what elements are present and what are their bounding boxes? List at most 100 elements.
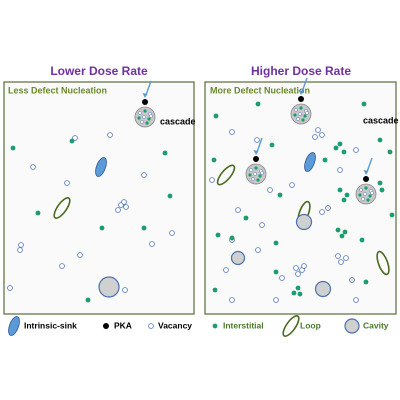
- vacancy: [325, 205, 331, 211]
- interstitial: [212, 287, 218, 293]
- cascade-defect: [253, 172, 257, 176]
- cascade-defect: [254, 166, 258, 170]
- vacancy: [293, 265, 299, 271]
- vacancy: [301, 263, 307, 269]
- interstitial: [243, 215, 249, 221]
- cascade-defect: [248, 173, 252, 177]
- cascade-defect: [140, 120, 144, 124]
- vacancy: [235, 207, 241, 213]
- interstitial: [85, 297, 91, 303]
- cascade-defect: [303, 114, 307, 118]
- vacancy: [107, 132, 113, 138]
- vacancy: [121, 199, 127, 205]
- interstitial: [99, 225, 105, 231]
- cascade-label: cascade: [363, 115, 399, 125]
- cascade-defect: [370, 191, 374, 195]
- interstitial: [377, 137, 383, 143]
- cavity: [230, 250, 246, 266]
- panel-label: Less Defect Nucleation: [8, 85, 107, 95]
- vacancy: [259, 222, 265, 228]
- pka: [142, 99, 148, 105]
- pka: [363, 176, 369, 182]
- vacancy: [123, 204, 129, 210]
- interstitial: [359, 237, 365, 243]
- vacancy: [7, 285, 13, 291]
- vacancy: [337, 167, 343, 173]
- vacancy: [289, 182, 295, 188]
- cascade-defect: [142, 115, 146, 119]
- cascade-defect: [301, 118, 305, 122]
- arrow-head: [142, 93, 148, 98]
- vacancy: [18, 242, 24, 248]
- intrinsic-sink: [95, 157, 107, 177]
- cascade-defect: [256, 178, 260, 182]
- interstitial: [229, 235, 235, 241]
- vacancy: [77, 252, 83, 258]
- interstitial: [162, 150, 168, 156]
- arrow: [256, 137, 263, 153]
- vacancy: [349, 277, 355, 283]
- vacancy: [17, 247, 23, 253]
- cascade-defect: [298, 112, 302, 116]
- cascade-defect: [258, 174, 262, 178]
- intrinsic-sink: [304, 152, 316, 172]
- interstitial: [277, 192, 283, 198]
- panel-title: Higher Dose Rate: [251, 64, 351, 78]
- vacancy: [343, 255, 349, 261]
- interstitial: [269, 142, 275, 148]
- interstitial: [333, 145, 339, 151]
- interstitial: [255, 101, 261, 107]
- vacancy: [255, 247, 261, 253]
- cascade-defect: [249, 168, 253, 172]
- legend-label: PKA: [114, 320, 132, 330]
- vacancy: [229, 297, 235, 303]
- interstitial: [344, 192, 350, 198]
- vacancy: [319, 132, 325, 138]
- cavity: [98, 276, 120, 298]
- arrow: [301, 77, 308, 93]
- interstitial: [337, 141, 343, 147]
- vacancy: [72, 135, 78, 141]
- vacancy: [319, 209, 325, 215]
- cascade-defect: [359, 188, 363, 192]
- interstitial: [341, 149, 347, 155]
- interstitial: [335, 227, 341, 233]
- vacancy: [30, 164, 36, 170]
- loop: [53, 197, 71, 219]
- interstitial: [35, 210, 41, 216]
- panel-title: Lower Dose Rate: [50, 64, 148, 78]
- vacancy: [315, 127, 321, 133]
- vacancy: [353, 297, 359, 303]
- cascade-defect: [145, 121, 149, 125]
- legend: Intrinsic-sink PKA Vacancy Interstitial …: [24, 320, 389, 330]
- cascade-defect: [299, 106, 303, 110]
- vacancy: [149, 241, 155, 247]
- interstitial: [273, 269, 279, 275]
- interstitial: [273, 240, 279, 246]
- interstitial: [167, 193, 173, 199]
- loop: [216, 164, 236, 186]
- legend-label: Interstitial: [223, 320, 264, 330]
- cascade-defect: [296, 117, 300, 121]
- vacancy: [169, 230, 175, 236]
- cascade-defect: [358, 193, 362, 197]
- vacancy: [295, 271, 301, 277]
- cascade-defect: [305, 111, 309, 115]
- interstitial: [212, 323, 218, 329]
- pka: [103, 323, 109, 329]
- arrow: [366, 157, 373, 173]
- interstitial: [297, 291, 303, 297]
- legend-label: Loop: [300, 320, 321, 330]
- interstitial: [141, 225, 147, 231]
- panel-frame: [3, 81, 195, 315]
- cascade-defect: [368, 194, 372, 198]
- interstitial: [295, 285, 301, 291]
- vacancy: [122, 287, 128, 293]
- legend-label: Intrinsic-sink: [24, 320, 77, 330]
- interstitial: [363, 279, 369, 285]
- cascade-defect: [361, 197, 365, 201]
- cascade-defect: [364, 186, 368, 190]
- vacancy: [279, 275, 285, 281]
- vacancy: [267, 187, 273, 193]
- arrow-head: [298, 90, 304, 95]
